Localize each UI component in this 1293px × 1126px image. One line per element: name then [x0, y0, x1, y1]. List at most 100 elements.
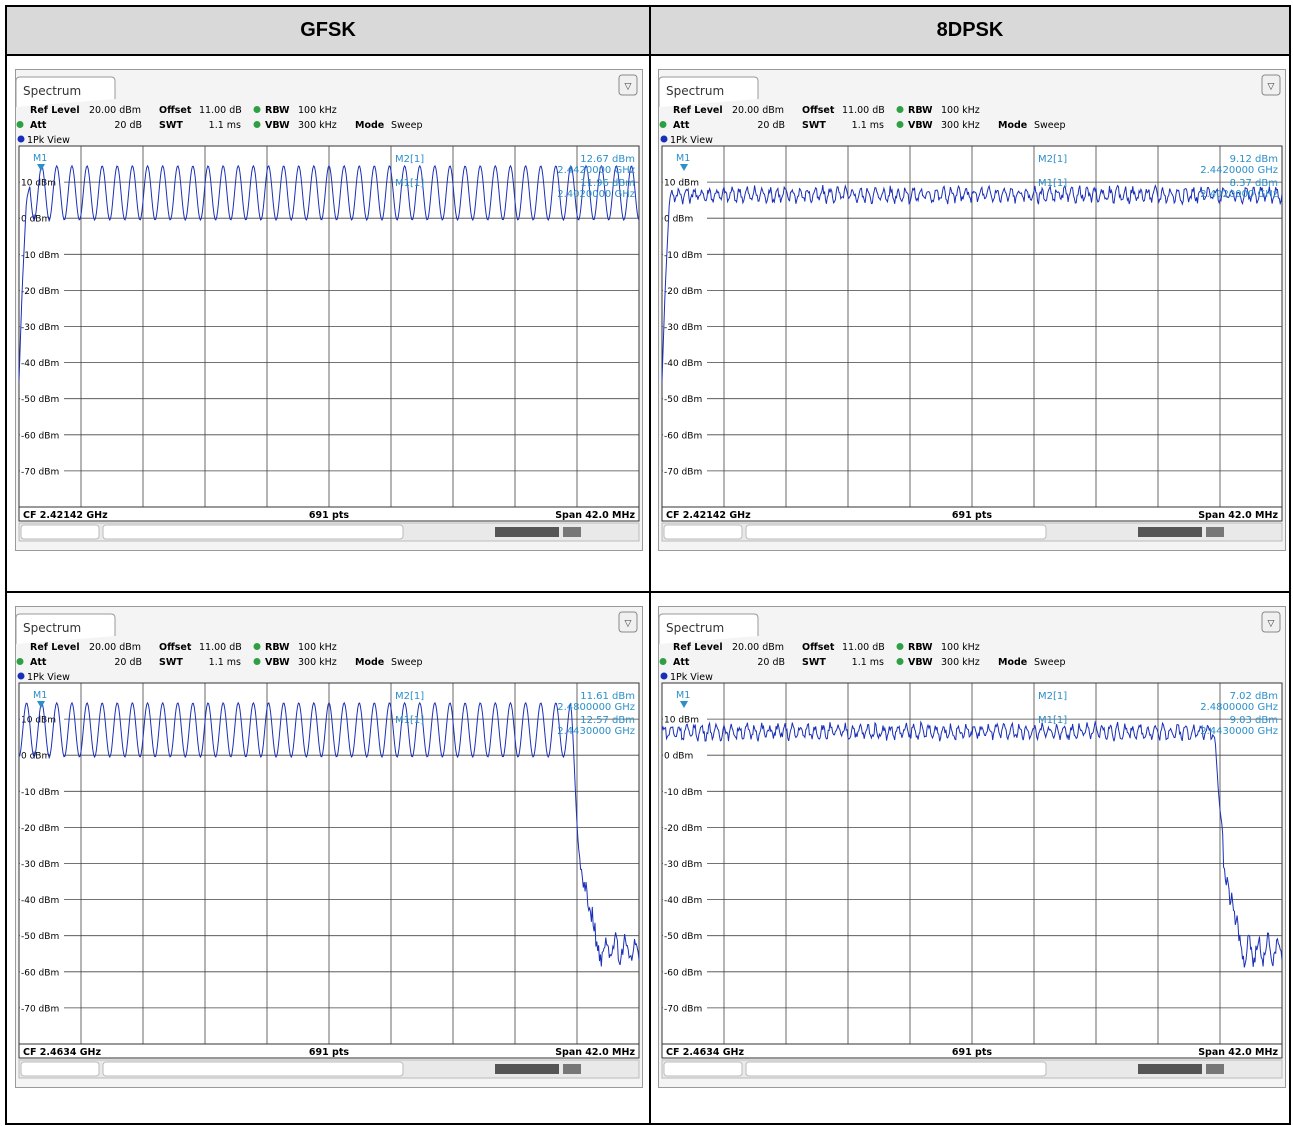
readout-m1-freq: 2.4430000 GHz	[557, 726, 635, 737]
trace-1-indicator-icon	[17, 135, 25, 143]
vbw-coupled-icon	[896, 658, 904, 665]
trace-1-indicator-icon	[660, 135, 668, 143]
swt-label: SWT	[802, 657, 826, 668]
status-indicator-icon	[563, 1064, 581, 1074]
readout-m2-label: M2[1]	[1038, 154, 1067, 165]
y-tick-label: -40 dBm	[664, 896, 702, 906]
info-bar	[661, 506, 1283, 522]
readout-m2-label: M2[1]	[1038, 691, 1067, 702]
rbw-value: 100 kHz	[298, 105, 337, 116]
readout-m1-freq: 2.4430000 GHz	[1200, 726, 1278, 737]
readout-m2-freq: 2.4800000 GHz	[1200, 702, 1278, 713]
spectrum-tab-label: Spectrum	[23, 621, 81, 635]
marker-m1-icon	[37, 701, 45, 708]
ref-level-label: Ref Level	[30, 105, 80, 116]
offset-label: Offset	[802, 105, 835, 116]
offset-label: Offset	[159, 105, 192, 116]
y-tick-label: -60 dBm	[664, 968, 702, 978]
span-value: Span 42.0 MHz	[555, 1047, 635, 1058]
tick-label-bg	[20, 857, 64, 869]
y-tick-label: 0 dBm	[664, 752, 693, 762]
view-label: 1Pk View	[27, 135, 70, 146]
y-tick-label: -50 dBm	[664, 932, 702, 942]
tick-label-bg	[20, 392, 64, 404]
swt-value: 1.1 ms	[852, 657, 884, 668]
y-tick-label: -20 dBm	[664, 287, 702, 297]
att-value: 20 dB	[757, 120, 785, 131]
y-tick-label: 10 dBm	[664, 179, 699, 189]
tick-label-bg	[20, 749, 64, 761]
tick-label-bg	[20, 176, 64, 188]
readout-m2-freq: 2.4800000 GHz	[557, 702, 635, 713]
y-tick-label: -60 dBm	[664, 431, 702, 441]
chevron-down-icon: ▽	[625, 82, 632, 92]
tick-label-bg	[663, 248, 707, 260]
tick-label-bg	[663, 821, 707, 833]
ref-level-value: 20.00 dBm	[89, 642, 141, 653]
spectrum-panel-4: Spectrum ▽ Ref Level 20.00 dBm Offset 11.00 d…	[658, 606, 1286, 1088]
rbw-coupled-icon	[896, 106, 904, 113]
center-frequency: CF 2.42142 GHz	[23, 510, 108, 521]
y-tick-label: -70 dBm	[664, 467, 702, 477]
y-tick-label: -20 dBm	[21, 824, 59, 834]
view-label: 1Pk View	[670, 135, 713, 146]
readout-m1-level: 11.96 dBm	[580, 178, 635, 189]
y-tick-label: -70 dBm	[21, 467, 59, 477]
y-tick-label: 0 dBm	[21, 215, 50, 225]
swt-value: 1.1 ms	[852, 120, 884, 131]
att-value: 20 dB	[114, 120, 142, 131]
tick-label-bg	[20, 464, 64, 476]
info-bar	[661, 1043, 1283, 1059]
sweep-points: 691 pts	[309, 510, 349, 521]
tick-label-bg	[20, 713, 64, 725]
ref-level-label: Ref Level	[673, 105, 723, 116]
tick-label-bg	[663, 356, 707, 368]
vbw-value: 300 kHz	[298, 120, 337, 131]
rbw-value: 100 kHz	[941, 642, 980, 653]
att-value: 20 dB	[114, 657, 142, 668]
tick-label-bg	[20, 785, 64, 797]
tick-label-bg	[20, 248, 64, 260]
y-tick-label: -50 dBm	[21, 932, 59, 942]
mode-value: Sweep	[1034, 657, 1066, 668]
tick-label-bg	[663, 212, 707, 224]
att-label: Att	[30, 120, 47, 131]
mode-label: Mode	[998, 657, 1027, 668]
ref-level-value: 20.00 dBm	[732, 642, 784, 653]
column-divider	[649, 7, 651, 1123]
rbw-coupled-icon	[253, 643, 261, 650]
spectrum-tab-label: Spectrum	[23, 84, 81, 98]
y-tick-label: 10 dBm	[664, 716, 699, 726]
tick-label-bg	[20, 965, 64, 977]
rbw-label: RBW	[265, 105, 290, 116]
offset-value: 11.00 dB	[842, 642, 885, 653]
window-menu-icon	[618, 74, 638, 96]
marker-m1-icon	[680, 164, 688, 171]
window-menu-icon	[1261, 74, 1281, 96]
att-coupled-icon	[659, 121, 667, 128]
offset-value: 11.00 dB	[199, 105, 242, 116]
rbw-label: RBW	[908, 642, 933, 653]
tick-label-bg	[663, 1001, 707, 1013]
readout-m2-level: 12.67 dBm	[580, 154, 635, 165]
marker-m1-icon	[680, 701, 688, 708]
spectrum-tab	[658, 76, 759, 107]
spectrum-panel-2: Spectrum ▽ Ref Level 20.00 dBm Offset 11.00 d…	[658, 69, 1286, 551]
readout-m2-level: 11.61 dBm	[580, 691, 635, 702]
y-tick-label: -30 dBm	[664, 860, 702, 870]
sweep-points: 691 pts	[952, 1047, 992, 1058]
rbw-value: 100 kHz	[298, 642, 337, 653]
tick-label-bg	[20, 893, 64, 905]
spectrum-tab	[15, 76, 116, 107]
status-indicator-icon	[1206, 1064, 1224, 1074]
sweep-points: 691 pts	[309, 1047, 349, 1058]
mode-value: Sweep	[1034, 120, 1066, 131]
trace-line-1	[661, 184, 1283, 381]
vbw-value: 300 kHz	[941, 120, 980, 131]
tick-label-bg	[20, 821, 64, 833]
info-bar	[18, 506, 640, 522]
status-indicator-icon	[563, 527, 581, 537]
att-coupled-icon	[659, 658, 667, 665]
header-8dpsk: 8DPSK	[651, 7, 1289, 56]
y-tick-label: -40 dBm	[664, 359, 702, 369]
